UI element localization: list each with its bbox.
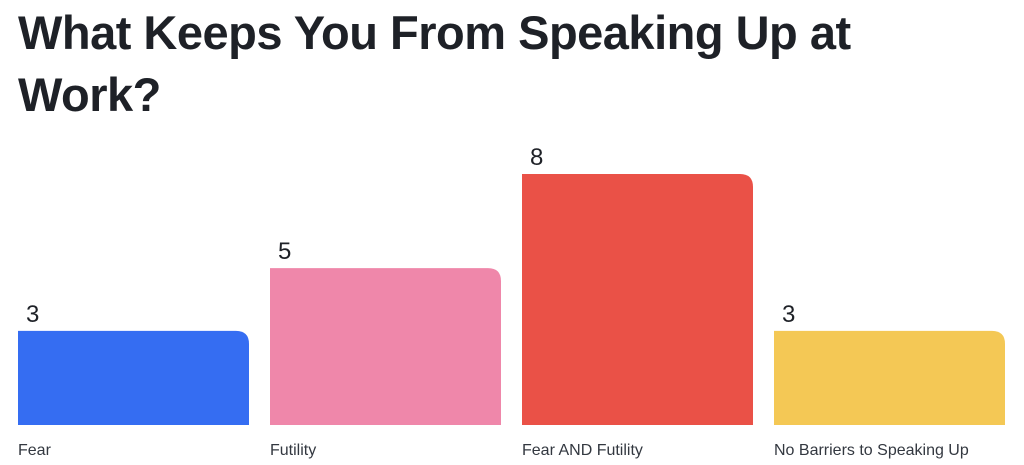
- value-label-fear: 3: [26, 301, 39, 328]
- bar-no-barriers-to-speaking-up: [774, 330, 1005, 425]
- value-label-no-barriers-to-speaking-up: 3: [782, 301, 795, 328]
- category-label-futility: Futility: [270, 442, 316, 459]
- category-label-no-barriers-to-speaking-up: No Barriers to Speaking Up: [774, 442, 969, 459]
- bar-fear-and-futility: [522, 174, 753, 425]
- value-label-futility: 5: [278, 238, 291, 265]
- bar-fear: [18, 330, 249, 425]
- value-label-fear-and-futility: 8: [530, 144, 543, 171]
- bar-futility: [270, 268, 501, 425]
- category-label-fear: Fear: [18, 442, 52, 459]
- category-label-fear-and-futility: Fear AND Futility: [522, 442, 643, 459]
- chart-title: What Keeps You From Speaking Up at Work?: [18, 6, 851, 121]
